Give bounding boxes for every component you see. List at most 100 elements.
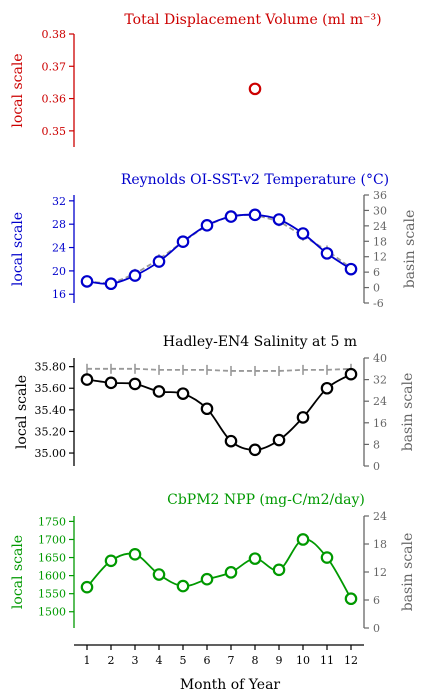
x-tick-label: 1 (84, 654, 91, 667)
left-axis-label: local scale (10, 212, 26, 286)
local-data-point (296, 227, 310, 240)
panel-4: CbPM2 NPP (mg-C/m2/day) 1500 1550 1600 1650 1… (10, 492, 416, 635)
right-axis-label: basin scale (400, 533, 416, 612)
local-data-point (152, 385, 166, 398)
local-data-point (344, 592, 358, 606)
local-data-point (344, 367, 358, 381)
local-data-point (248, 82, 262, 96)
x-tick-label: 10 (296, 654, 310, 667)
local-data-point (200, 572, 214, 586)
basin-series-line (87, 367, 352, 372)
local-data-point (200, 402, 214, 416)
right-axis-label: basin scale (402, 210, 418, 289)
right-tick-label: 24 (373, 510, 387, 523)
right-tick-label: 24 (373, 220, 387, 233)
left-tick-label: 1550 (38, 588, 66, 601)
x-tick-label: 6 (204, 654, 211, 667)
local-data-point (176, 579, 190, 593)
right-tick-label: 0 (373, 460, 380, 473)
left-tick-label: 1750 (38, 515, 66, 528)
left-tick-label: 0.38 (42, 28, 67, 41)
local-data-point (152, 255, 166, 268)
right-tick-label: -6 (373, 297, 384, 310)
left-tick-label: 35.80 (35, 361, 67, 374)
right-tick-label: 6 (373, 594, 380, 607)
x-tick-label: 4 (156, 654, 163, 667)
left-tick-label: 32 (52, 195, 66, 208)
local-data-point (128, 269, 142, 282)
local-data-point (344, 262, 358, 276)
right-tick-label: 16 (373, 417, 387, 430)
local-data-point (128, 377, 142, 391)
right-axis-label: basin scale (400, 373, 416, 452)
x-tick-label: 3 (132, 654, 139, 667)
panel-2: Reynolds OI-SST-v2 Temperature (°C) 16 20 2… (10, 172, 418, 310)
local-data-point (272, 433, 286, 447)
local-data-point (320, 247, 334, 260)
right-tick-label: 40 (373, 352, 387, 365)
panel-1-title: Total Displacement Volume (ml m⁻³) (124, 12, 381, 28)
x-axis-label: Month of Year (180, 677, 281, 693)
x-tick-label: 8 (252, 654, 259, 667)
local-data-point (104, 277, 118, 291)
x-tick-label: 7 (228, 654, 235, 667)
left-tick-label: 35.20 (35, 425, 67, 438)
right-tick-label: 18 (373, 538, 387, 551)
local-data-point (248, 552, 262, 565)
left-tick-label: 16 (52, 288, 66, 301)
right-tick-label: 12 (373, 251, 387, 264)
local-data-point (152, 568, 166, 581)
left-tick-label: 0.35 (42, 125, 67, 138)
right-tick-label: 12 (373, 566, 387, 579)
local-data-point (272, 213, 286, 226)
local-data-point (296, 411, 310, 424)
left-tick-label: 1600 (38, 570, 66, 583)
left-tick-label: 0.36 (42, 93, 67, 106)
x-tick-label: 11 (320, 654, 334, 667)
left-tick-label: 1500 (38, 606, 66, 619)
local-data-point (80, 275, 94, 288)
local-data-point (320, 381, 334, 395)
left-axis-label: local scale (14, 375, 30, 449)
right-tick-label: 6 (373, 266, 380, 279)
panel-1: Total Displacement Volume (ml m⁻³) 0.35 0.… (10, 12, 382, 147)
right-tick-label: 24 (373, 395, 387, 408)
basin-series-line (86, 213, 352, 285)
local-data-point (272, 563, 286, 577)
left-tick-label: 1700 (38, 533, 66, 546)
local-data-point (224, 434, 238, 448)
right-tick-label: 8 (373, 438, 380, 451)
right-tick-label: 18 (373, 235, 387, 248)
x-tick-label: 2 (108, 654, 115, 667)
panel-4-title: CbPM2 NPP (mg-C/m2/day) (167, 492, 365, 508)
right-tick-label: 36 (373, 189, 387, 202)
left-tick-label: 0.37 (42, 60, 67, 73)
local-series-line (86, 213, 352, 285)
panel-3: Hadley-EN4 Salinity at 5 m 35.00 35.20 35.4… (14, 334, 416, 473)
left-tick-label: 1650 (38, 552, 66, 565)
left-tick-label: 35.00 (35, 447, 67, 460)
local-data-point (200, 219, 214, 232)
local-data-point (128, 547, 142, 561)
local-data-point (248, 443, 262, 457)
local-data-point (224, 210, 238, 223)
left-axis-label: local scale (10, 535, 26, 609)
local-series-line (86, 538, 352, 600)
right-tick-label: 0 (373, 282, 380, 295)
local-data-point (80, 373, 94, 386)
x-tick-label: 5 (180, 654, 187, 667)
local-data-point (176, 387, 190, 400)
right-tick-label: 32 (373, 374, 387, 387)
left-tick-label: 28 (52, 218, 66, 231)
right-tick-label: 0 (373, 622, 380, 635)
local-series-line (86, 373, 352, 451)
local-data-point (248, 208, 262, 222)
left-tick-label: 24 (52, 242, 66, 255)
left-tick-label: 35.40 (35, 404, 67, 417)
x-tick-label: 9 (276, 654, 283, 667)
panel-3-title: Hadley-EN4 Salinity at 5 m (163, 334, 357, 350)
right-tick-label: 30 (373, 204, 387, 217)
local-data-point (320, 551, 334, 564)
local-data-point (104, 376, 118, 390)
